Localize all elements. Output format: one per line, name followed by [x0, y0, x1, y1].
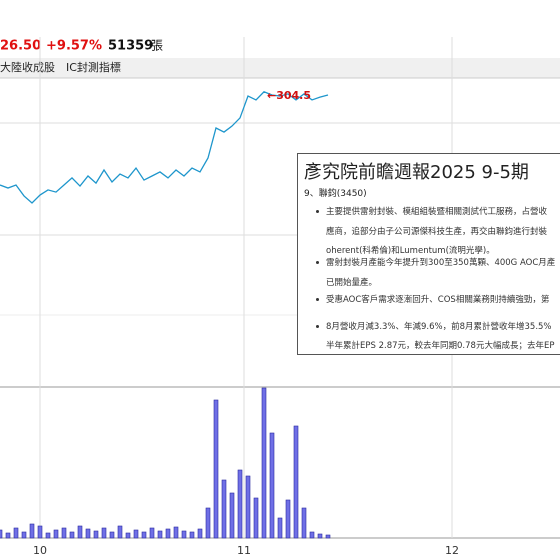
- volume-bar: [229, 492, 235, 539]
- volume-bar: [85, 528, 91, 539]
- x-tick-label: 12: [445, 544, 459, 557]
- report-line: 8月營收月減3.3%、年減9.6%，前8月累計營收年增35.5%: [326, 322, 552, 332]
- volume-bar: [317, 533, 323, 539]
- bullet: [316, 298, 319, 301]
- volume-bar: [45, 532, 51, 539]
- volume-bar: [277, 517, 283, 539]
- volume: 51359: [108, 39, 153, 54]
- bullet: [316, 210, 319, 213]
- volume-bar: [109, 531, 115, 539]
- volume-bar: [53, 529, 59, 539]
- volume-unit: 張: [151, 39, 163, 53]
- report-line: oherent(科希倫)和Lumentum(流明光學)。: [326, 246, 495, 256]
- report-title: 彥究院前瞻週報2025 9-5期: [304, 162, 529, 183]
- volume-bar: [189, 531, 195, 539]
- volume-bar: [157, 530, 163, 539]
- volume-bar: [125, 532, 131, 539]
- volume-bar: [29, 523, 35, 539]
- volume-bar: [61, 527, 67, 539]
- volume-bar: [253, 497, 259, 539]
- volume-bar: [269, 432, 275, 539]
- volume-bar: [93, 530, 99, 539]
- volume-bar: [149, 527, 155, 539]
- tag: IC封測指標: [66, 60, 121, 74]
- bullet: [316, 261, 319, 264]
- volume-bar: [69, 531, 75, 539]
- volume-bar: [141, 531, 147, 539]
- volume-bar: [181, 530, 187, 539]
- volume-bar: [173, 526, 179, 539]
- volume-bar: [0, 529, 3, 539]
- volume-bar: [13, 527, 19, 539]
- volume-bar: [117, 525, 123, 539]
- volume-bar: [325, 534, 331, 539]
- tag: 大陸收成股: [0, 60, 55, 74]
- volume-bar: [165, 528, 171, 539]
- report-item: 9、聯鈞(3450): [304, 189, 367, 199]
- change: +9.57%: [46, 39, 102, 54]
- volume-bar: [77, 525, 83, 539]
- report-line: 受惠AOC客戶需求逐漸回升、COS相關業務則持續強勁，第: [326, 295, 550, 305]
- volume-bar: [293, 425, 299, 539]
- volume-bar: [245, 475, 251, 539]
- volume-bar: [237, 469, 243, 539]
- volume-bar: [21, 531, 27, 539]
- price-line: [0, 91, 329, 204]
- bullet: [316, 325, 319, 328]
- peak-label: ←304.5: [267, 89, 311, 102]
- report-line: 半年累計EPS 2.87元，較去年同期0.78元大幅成長；去年EP: [326, 341, 555, 351]
- volume-bar: [101, 527, 107, 539]
- report-popup: 彥究院前瞻週報2025 9-5期 9、聯鈞(3450) 主要提供雷射封裝、模組組…: [297, 153, 560, 355]
- volume-bar: [197, 528, 203, 539]
- x-tick-label: 10: [33, 544, 47, 557]
- volume-bar: [213, 399, 219, 539]
- tag-bar: [0, 58, 560, 78]
- volume-bar: [221, 479, 227, 539]
- x-tick-label: 11: [237, 544, 251, 557]
- report-line: 主要提供雷射封裝、模組組裝暨相關測試代工服務，占營收: [326, 207, 548, 217]
- volume-bar: [261, 387, 267, 539]
- volume-bar: [133, 529, 139, 539]
- volume-bar: [37, 525, 43, 539]
- volume-bar: [5, 532, 11, 539]
- report-line: 已開始量產。: [326, 278, 378, 288]
- volume-bar: [205, 507, 211, 539]
- report-line: 應商，追部分由子公司源傑科技生產，再交由聯鈞進行封裝: [326, 227, 548, 237]
- volume-bar: [285, 499, 291, 539]
- price: 26.50: [0, 39, 41, 54]
- volume-bar: [301, 507, 307, 539]
- report-line: 雷射封裝月產能今年提升到300至350萬顆、400G AOC月產: [326, 258, 556, 268]
- volume-bar: [309, 531, 315, 539]
